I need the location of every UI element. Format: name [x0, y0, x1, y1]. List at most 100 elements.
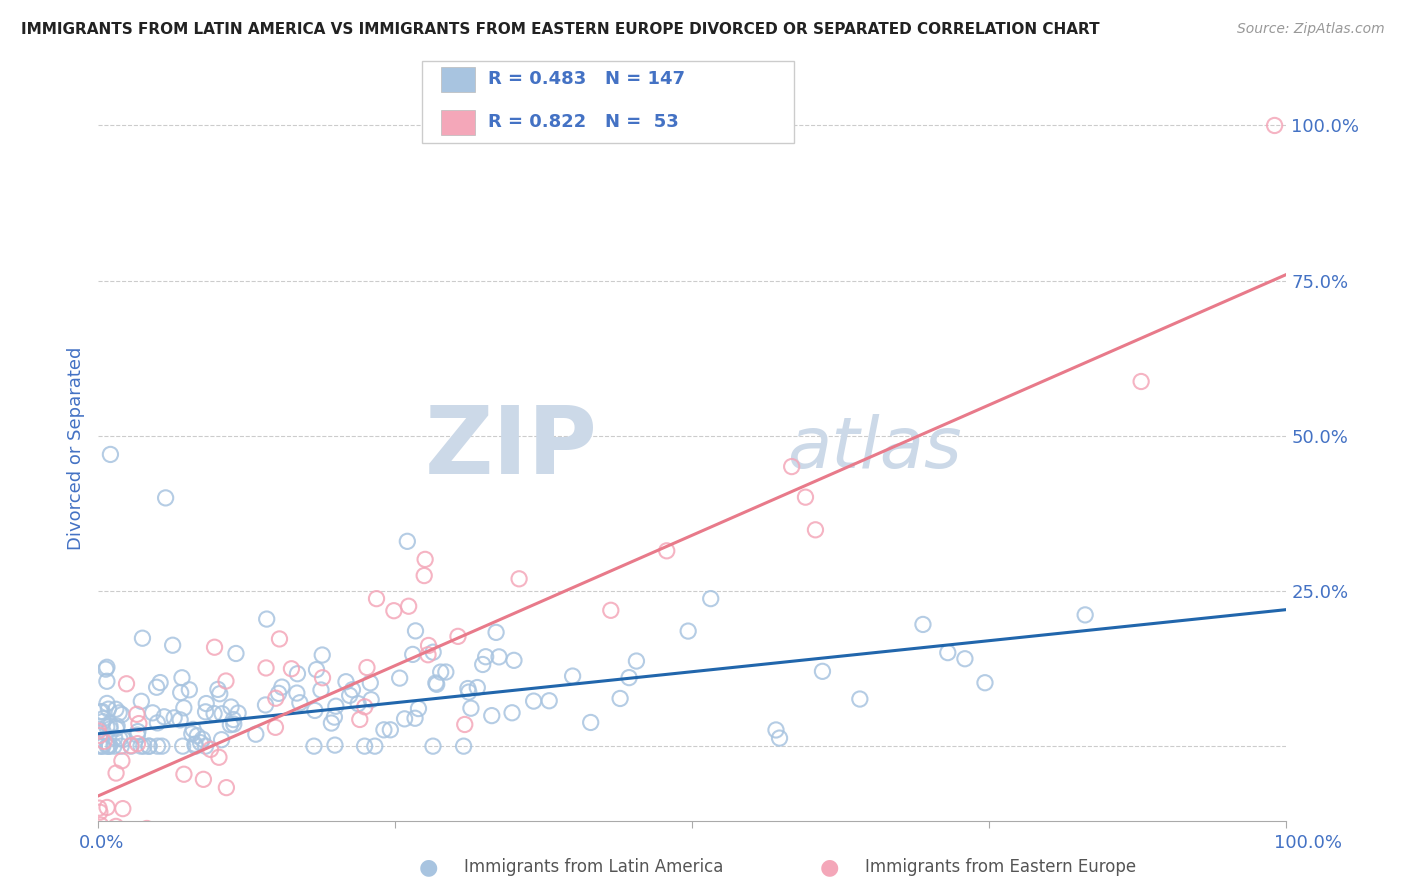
Point [382, 604, 405, 618]
Point [180, 727, 202, 741]
Point [87, 724, 110, 739]
Point [280, 662, 302, 676]
Point [125, 707, 148, 722]
Point [1130, 375, 1153, 389]
Point [254, 698, 277, 712]
Point [127, 724, 149, 739]
Point [138, 739, 160, 753]
Point [429, 665, 451, 679]
Point [96, 697, 118, 711]
Point [501, 706, 523, 720]
Point [676, 624, 699, 638]
Point [89, 805, 111, 819]
Text: Immigrants from Eastern Europe: Immigrants from Eastern Europe [865, 858, 1136, 876]
Point [405, 624, 427, 638]
Point [380, 723, 402, 737]
Point [108, 706, 131, 720]
Point [617, 671, 640, 685]
Point [129, 739, 152, 753]
Point [149, 675, 172, 690]
Point [256, 612, 278, 626]
Point [226, 706, 249, 720]
Point [90, 739, 112, 753]
Point [342, 682, 364, 697]
Text: ZIP: ZIP [425, 402, 598, 494]
Point [87, 801, 110, 815]
Point [503, 653, 526, 667]
Point [96, 660, 118, 674]
Point [132, 739, 155, 753]
Point [98, 722, 121, 736]
Text: ●: ● [820, 857, 839, 877]
Point [191, 732, 214, 747]
Point [311, 648, 333, 662]
Text: atlas: atlas [787, 414, 962, 483]
Point [100, 447, 122, 461]
Point [285, 686, 308, 700]
Point [269, 632, 291, 646]
Point [373, 723, 395, 737]
Point [96, 720, 118, 734]
Point [460, 701, 482, 715]
Point [222, 717, 245, 731]
Point [127, 728, 149, 742]
Point [287, 666, 309, 681]
Point [89, 739, 111, 753]
Point [264, 691, 287, 706]
Point [184, 737, 207, 751]
Point [422, 739, 444, 753]
Point [599, 603, 621, 617]
Point [186, 729, 208, 743]
Point [353, 699, 375, 714]
Point [394, 712, 416, 726]
Point [195, 697, 218, 711]
Point [288, 696, 311, 710]
Point [194, 705, 217, 719]
Point [208, 687, 231, 701]
Point [108, 731, 131, 746]
Y-axis label: Divorced or Separated: Divorced or Separated [66, 347, 84, 549]
Point [794, 490, 817, 504]
Point [849, 692, 872, 706]
Point [416, 648, 439, 662]
Point [111, 802, 134, 816]
Point [396, 534, 419, 549]
Point [404, 711, 426, 725]
Point [163, 711, 186, 725]
Point [173, 701, 195, 715]
Point [110, 739, 132, 753]
Point [131, 694, 153, 708]
Point [215, 673, 238, 688]
Point [96, 800, 118, 814]
Point [100, 828, 122, 842]
Point [222, 713, 245, 727]
Point [131, 631, 153, 645]
Point [91, 739, 114, 753]
Point [699, 591, 721, 606]
Point [488, 649, 510, 664]
Point [104, 731, 127, 745]
Point [104, 819, 127, 833]
Point [304, 703, 326, 717]
Point [434, 665, 457, 679]
Point [105, 719, 128, 733]
Point [457, 681, 479, 696]
Point [974, 675, 997, 690]
Point [89, 818, 111, 832]
Point [321, 716, 343, 731]
Point [804, 523, 827, 537]
Point [474, 649, 496, 664]
Point [347, 697, 370, 711]
Point [127, 737, 149, 751]
Point [169, 713, 191, 727]
Point [579, 715, 602, 730]
Text: Source: ZipAtlas.com: Source: ZipAtlas.com [1237, 22, 1385, 37]
Text: IMMIGRANTS FROM LATIN AMERICA VS IMMIGRANTS FROM EASTERN EUROPE DIVORCED OR SEPA: IMMIGRANTS FROM LATIN AMERICA VS IMMIGRA… [21, 22, 1099, 37]
Point [364, 739, 387, 753]
Point [311, 671, 333, 685]
Point [111, 707, 134, 722]
Point [170, 685, 193, 699]
Point [780, 459, 803, 474]
Text: R = 0.822   N =  53: R = 0.822 N = 53 [488, 113, 679, 131]
Point [173, 767, 195, 781]
